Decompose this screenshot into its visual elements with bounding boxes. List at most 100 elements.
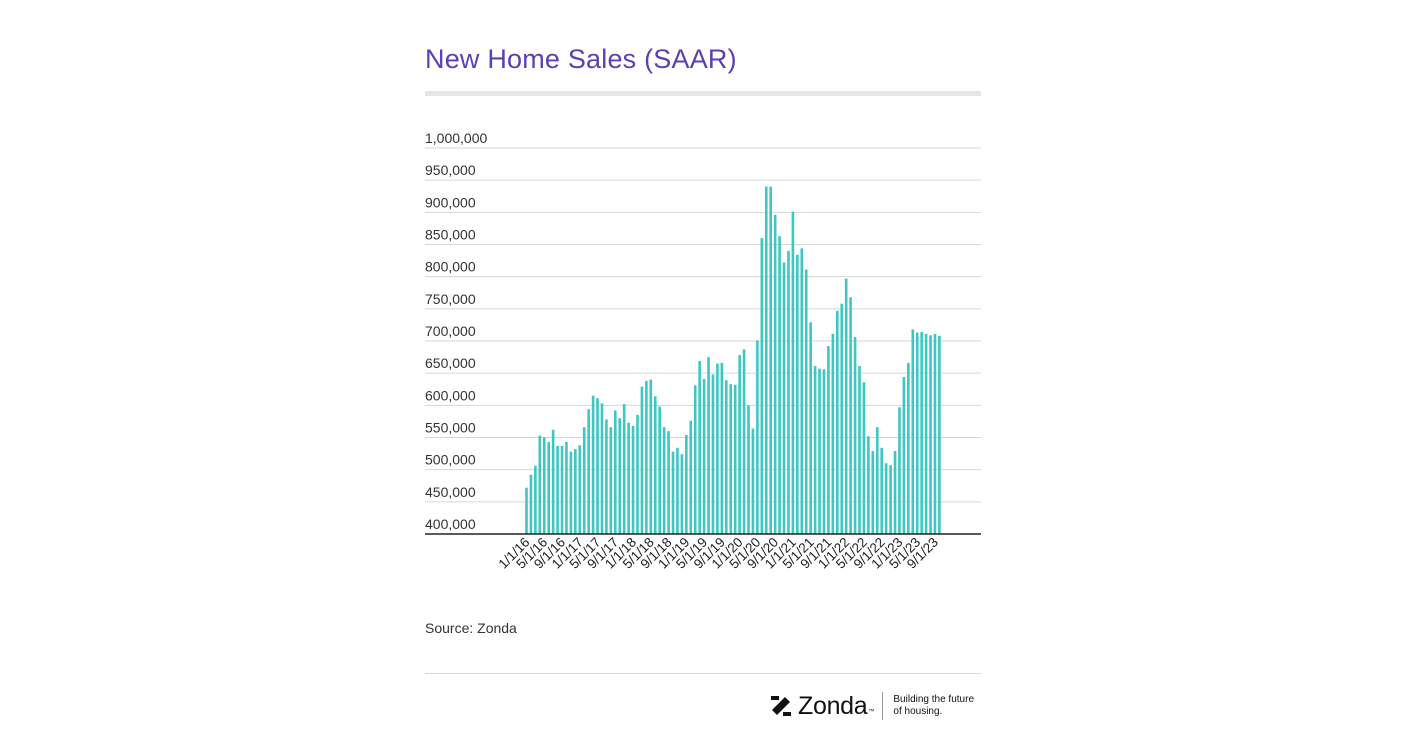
bar <box>760 238 764 534</box>
bar <box>764 186 768 534</box>
bar <box>605 419 608 534</box>
bar <box>689 420 693 534</box>
bar <box>756 340 759 534</box>
bar <box>836 310 839 534</box>
bar <box>920 331 923 534</box>
y-tick-label: 900,000 <box>425 194 476 210</box>
bar <box>649 379 653 534</box>
bar <box>938 335 941 534</box>
bar <box>804 269 808 534</box>
bar <box>822 369 826 534</box>
bar <box>751 428 755 534</box>
bar <box>582 427 586 534</box>
bar <box>907 362 910 534</box>
bar <box>716 363 719 534</box>
y-tick-label: 500,000 <box>425 452 476 468</box>
logo-divider <box>882 692 884 720</box>
bar <box>565 442 568 534</box>
bar <box>556 445 559 534</box>
y-tick-label: 650,000 <box>425 355 476 371</box>
y-tick-label: 550,000 <box>425 420 476 436</box>
bar <box>844 278 848 534</box>
bar <box>902 377 906 534</box>
bar <box>671 451 675 534</box>
bar <box>875 427 879 534</box>
bar <box>827 346 830 534</box>
brand-name: Zonda <box>798 691 868 720</box>
bar <box>538 435 542 534</box>
bar <box>880 447 883 534</box>
brand-tagline: Building the future of housing. <box>893 694 983 718</box>
bar <box>809 322 812 534</box>
bar <box>653 396 657 534</box>
bar <box>733 384 737 534</box>
bar <box>796 254 799 535</box>
bar <box>547 442 550 534</box>
bar <box>813 366 817 534</box>
bar <box>818 368 821 534</box>
zonda-logo: Zonda ™ Building the future of housing. <box>770 689 983 723</box>
bar <box>742 349 746 534</box>
bar <box>773 214 777 534</box>
bar <box>778 236 781 534</box>
bar <box>738 355 741 534</box>
bar <box>658 406 661 534</box>
y-tick-label: 700,000 <box>425 323 476 339</box>
bar <box>871 451 875 534</box>
bar <box>791 211 795 534</box>
bar <box>858 366 861 534</box>
x-axis-tick-labels: 1/1/165/1/169/1/161/1/175/1/179/1/171/1/… <box>495 535 941 572</box>
bar <box>787 250 790 534</box>
tagline-line-2: of housing. <box>893 706 943 717</box>
bar <box>587 409 590 534</box>
bar <box>893 451 897 534</box>
bar <box>929 335 932 534</box>
zonda-mark-icon <box>771 696 791 716</box>
bar <box>591 395 595 534</box>
bar <box>627 422 630 534</box>
chart-title: New Home Sales (SAAR) <box>425 44 737 74</box>
bar <box>525 487 528 534</box>
bar <box>729 384 733 534</box>
bar <box>600 403 604 534</box>
bar <box>560 445 564 534</box>
bar <box>840 303 844 534</box>
y-tick-label: 950,000 <box>425 162 476 178</box>
bar <box>911 329 915 534</box>
bar <box>569 451 573 534</box>
bar <box>596 398 599 534</box>
bar <box>622 404 626 534</box>
y-tick-label: 450,000 <box>425 484 476 500</box>
bar <box>884 463 888 534</box>
bar <box>898 407 901 534</box>
bar <box>685 434 688 534</box>
bar <box>640 386 644 534</box>
trademark-mark: ™ <box>868 709 875 715</box>
y-tick-label: 850,000 <box>425 227 476 243</box>
bar <box>631 425 635 534</box>
bar <box>542 437 546 534</box>
tagline-line-1: Building the future <box>893 694 975 705</box>
bars <box>525 186 941 535</box>
y-axis-tick-labels: 400,000 450,000 500,000 550,000 600,000 650,0… <box>425 130 487 532</box>
bar <box>831 333 835 534</box>
footer-divider <box>425 673 981 674</box>
bar <box>680 454 684 534</box>
bar <box>924 333 928 534</box>
bar <box>662 427 666 534</box>
bar <box>725 380 728 534</box>
bar <box>702 378 706 534</box>
bar <box>574 449 577 534</box>
y-tick-label: 800,000 <box>425 259 476 275</box>
bar <box>618 418 622 534</box>
bar <box>676 447 679 534</box>
title-divider <box>425 91 981 96</box>
bar <box>782 262 786 534</box>
bar <box>693 385 697 534</box>
bar <box>720 362 724 534</box>
bar <box>609 427 613 534</box>
bar <box>667 431 670 534</box>
gridlines <box>425 147 981 503</box>
bar <box>889 465 892 534</box>
